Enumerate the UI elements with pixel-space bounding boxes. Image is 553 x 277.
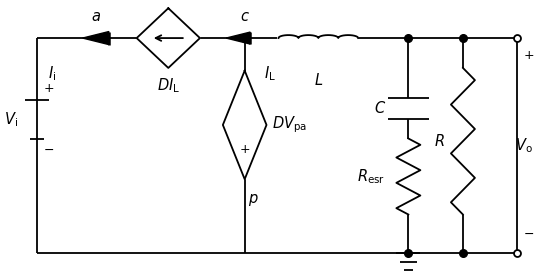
Text: $I_{\rm L}$: $I_{\rm L}$ (264, 64, 276, 83)
Text: C: C (375, 101, 385, 116)
Text: +: + (44, 82, 55, 95)
Text: $R_{\rm esr}$: $R_{\rm esr}$ (357, 167, 385, 186)
Polygon shape (223, 71, 267, 179)
Text: −: − (44, 144, 55, 157)
Text: a: a (91, 9, 100, 24)
Text: $DI_{\rm L}$: $DI_{\rm L}$ (156, 76, 180, 95)
Text: $V_{\rm o}$: $V_{\rm o}$ (515, 136, 533, 155)
Text: +: + (524, 49, 535, 62)
Text: $V_{\rm i}$: $V_{\rm i}$ (4, 110, 18, 129)
Text: −: − (524, 228, 535, 241)
Text: $I_{\rm i}$: $I_{\rm i}$ (48, 64, 56, 83)
Polygon shape (137, 8, 200, 68)
Polygon shape (226, 32, 250, 44)
Text: R: R (435, 134, 445, 149)
Text: $DV_{\rm pa}$: $DV_{\rm pa}$ (272, 115, 307, 135)
Text: +: + (239, 143, 250, 156)
Text: p: p (248, 191, 258, 206)
Text: L: L (314, 73, 322, 88)
Text: c: c (241, 9, 249, 24)
Polygon shape (82, 32, 109, 45)
